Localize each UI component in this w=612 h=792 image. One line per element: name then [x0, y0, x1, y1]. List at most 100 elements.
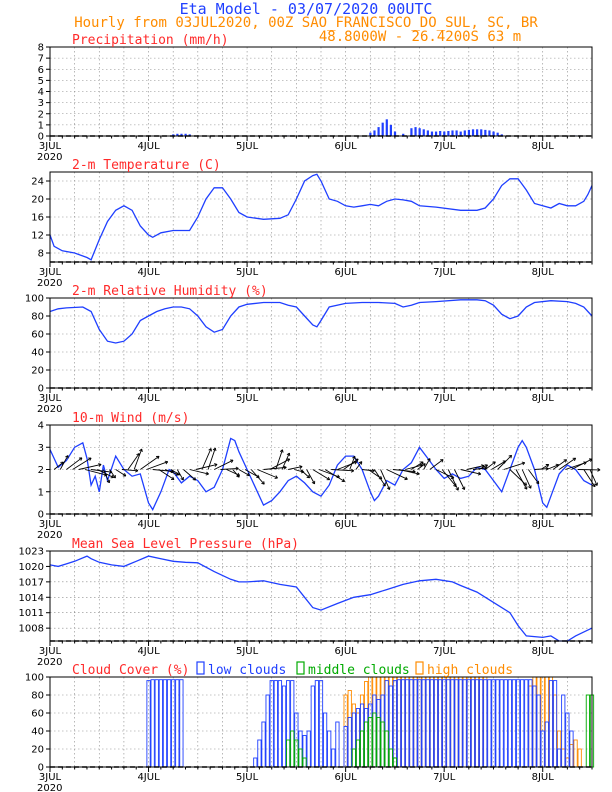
x-tick-label: 8JUL — [532, 267, 555, 278]
low-cloud-bar — [302, 735, 307, 768]
low-cloud-bar — [166, 679, 172, 768]
wind-arrow — [337, 461, 357, 470]
wind-arrow-head — [274, 475, 278, 479]
wind-arrow — [552, 459, 567, 470]
wind-arrow-head — [283, 465, 287, 470]
wind-arrow — [257, 469, 278, 479]
precip-bar — [373, 130, 376, 136]
middle-cloud-bar — [376, 717, 381, 768]
x-year-label: 2020 — [37, 152, 62, 163]
low-cloud-bar — [335, 721, 340, 768]
high-cloud-bar — [347, 690, 352, 768]
precip-bar — [459, 131, 462, 136]
x-tick-label: 3JUL — [39, 519, 62, 530]
wind-arrow — [72, 457, 92, 470]
high-cloud-bar — [372, 676, 377, 768]
low-cloud-bar — [175, 679, 180, 768]
x-tick-label: 8JUL — [532, 393, 555, 404]
x-tick-label: 6JUL — [335, 772, 358, 783]
wind-arrow-head — [350, 468, 355, 473]
wind-arrow — [558, 457, 576, 470]
wind-arrow-head — [279, 449, 284, 453]
high-cloud-bar — [388, 676, 393, 768]
x-tick-label: 4JUL — [137, 519, 160, 530]
y-tick-label: 1023 — [19, 547, 44, 558]
wind-arrow-head — [422, 463, 426, 467]
wind-arrow-head — [492, 461, 496, 465]
wind-arrow — [380, 469, 390, 490]
x-tick-label: 7JUL — [433, 519, 456, 530]
x-tick-label: 8JUL — [532, 772, 555, 783]
wind-arrow-head — [214, 463, 218, 467]
wind-arrow-head — [355, 458, 359, 462]
low-cloud-bar — [257, 739, 262, 768]
wind-arrow-head — [299, 465, 303, 469]
wind-arrow — [355, 461, 363, 470]
wind-arrow — [429, 459, 444, 470]
wind-arrow-head — [286, 452, 291, 457]
precip-bar — [188, 134, 191, 136]
wind-arrow-head — [455, 487, 459, 491]
wind-arrow — [521, 469, 532, 489]
wind-arrow-head — [236, 474, 240, 478]
low-cloud-bar — [364, 708, 369, 768]
wind-arrow — [343, 458, 359, 470]
wind-arrow-head — [170, 476, 175, 480]
y-tick-label: 1011 — [19, 608, 44, 619]
low-cloud-bar — [437, 679, 443, 768]
wind-arrow — [121, 469, 138, 472]
low-cloud-bar — [487, 679, 492, 768]
precip-bar — [439, 130, 442, 136]
wind-arrow — [102, 469, 110, 483]
middle-cloud-bar — [351, 748, 356, 768]
low-cloud-bar — [290, 680, 295, 768]
y-tick-label: 1 — [38, 120, 44, 131]
wind-arrow — [220, 467, 239, 470]
precip-bar — [471, 129, 475, 136]
x-tick-label: 5JUL — [236, 772, 259, 783]
x-tick-label: 7JUL — [433, 267, 456, 278]
x-tick-label: 5JUL — [236, 141, 259, 152]
y-tick-label: 0 — [38, 763, 44, 774]
wind-arrow — [497, 455, 512, 470]
wind-arrow-head — [416, 471, 420, 476]
wind-arrow — [207, 447, 216, 470]
wind-arrow — [454, 469, 465, 490]
panel-title: 10-m Wind (m/s) — [72, 411, 189, 426]
precip-bar — [389, 124, 393, 136]
low-cloud-bar — [483, 679, 488, 768]
wind-arrow — [164, 469, 179, 476]
low-cloud-bar — [520, 679, 525, 768]
low-cloud-bar — [446, 679, 451, 768]
x-tick-label: 7JUL — [433, 646, 456, 657]
wind-arrow — [515, 469, 528, 490]
wind-arrow-head — [60, 461, 64, 466]
low-cloud-bar — [310, 685, 315, 768]
wind-arrow — [491, 460, 506, 470]
wind-arrow — [158, 469, 175, 480]
x-tick-label: 6JUL — [335, 141, 358, 152]
high-cloud-bar — [351, 703, 356, 768]
y-tick-label: 0 — [38, 132, 44, 143]
precip-bar — [480, 129, 483, 136]
wind-arrow — [571, 458, 593, 470]
x-tick-label: 5JUL — [236, 393, 259, 404]
high-cloud-bar — [384, 676, 389, 768]
precip-bar — [410, 128, 413, 136]
wind-arrow — [250, 469, 265, 485]
wind-arrow-head — [528, 485, 532, 489]
wind-arrow — [306, 469, 315, 485]
high-cloud-bar — [528, 685, 533, 768]
wind-arrow — [170, 469, 181, 476]
panel-3: 0 20 40 60 80 100 3JUL 4JUL 5JUL 6JUL 7JUL 8JUL 2020… — [25, 284, 593, 415]
header-subtitle: Hourly from 03JUL2020, 00Z SAO_FRANCISCO… — [74, 15, 538, 31]
low-cloud-bar — [253, 757, 258, 768]
low-cloud-bar — [479, 679, 484, 768]
low-cloud-bar — [413, 679, 418, 768]
wind-arrow-head — [205, 471, 209, 476]
series-line — [49, 299, 593, 344]
wind-arrow-head — [477, 471, 482, 476]
x-tick-label: 8JUL — [532, 141, 555, 152]
high-cloud-bar — [569, 744, 574, 768]
low-cloud-bar — [158, 679, 163, 768]
